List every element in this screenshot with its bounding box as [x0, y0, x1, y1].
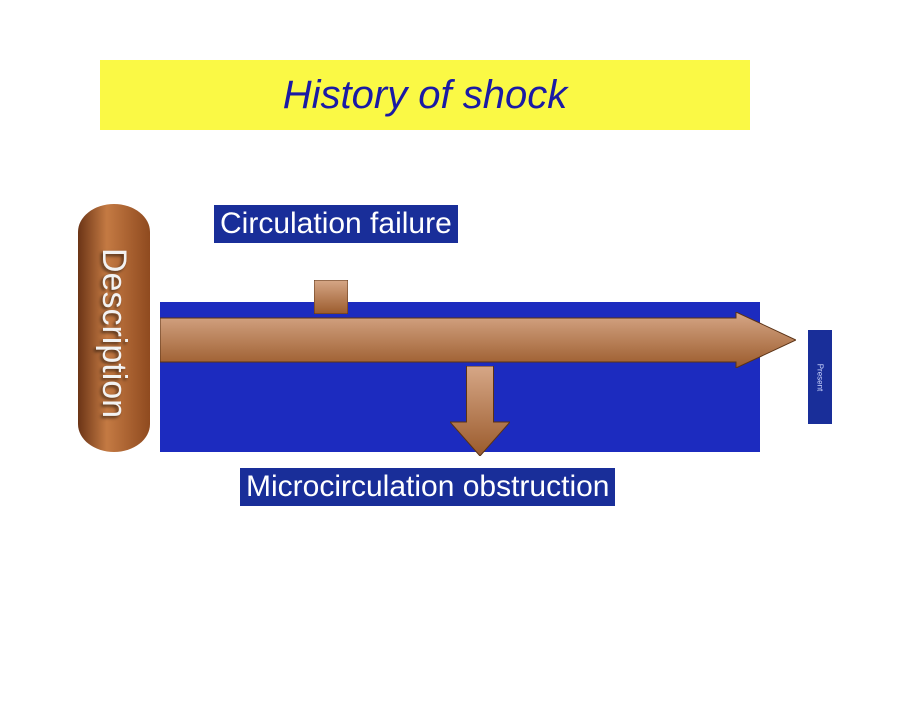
title-bar: History of shock [100, 60, 750, 130]
up-stub [314, 280, 348, 314]
label-circulation-failure: Circulation failure [214, 205, 458, 243]
down-arrow [450, 366, 510, 456]
main-arrow [160, 312, 796, 368]
label-bottom-text: Microcirculation obstruction [246, 470, 609, 503]
title-text: History of shock [283, 73, 568, 118]
down-arrow-shape [450, 366, 510, 456]
description-label: Description [94, 248, 133, 418]
present-strip: Present [808, 330, 832, 424]
present-text: Present [816, 363, 825, 391]
main-arrow-shape [160, 312, 796, 368]
label-microcirculation: Microcirculation obstruction [240, 468, 615, 506]
label-top-text: Circulation failure [220, 207, 452, 240]
up-stub-shape [314, 280, 348, 314]
description-text: Description [95, 248, 133, 418]
